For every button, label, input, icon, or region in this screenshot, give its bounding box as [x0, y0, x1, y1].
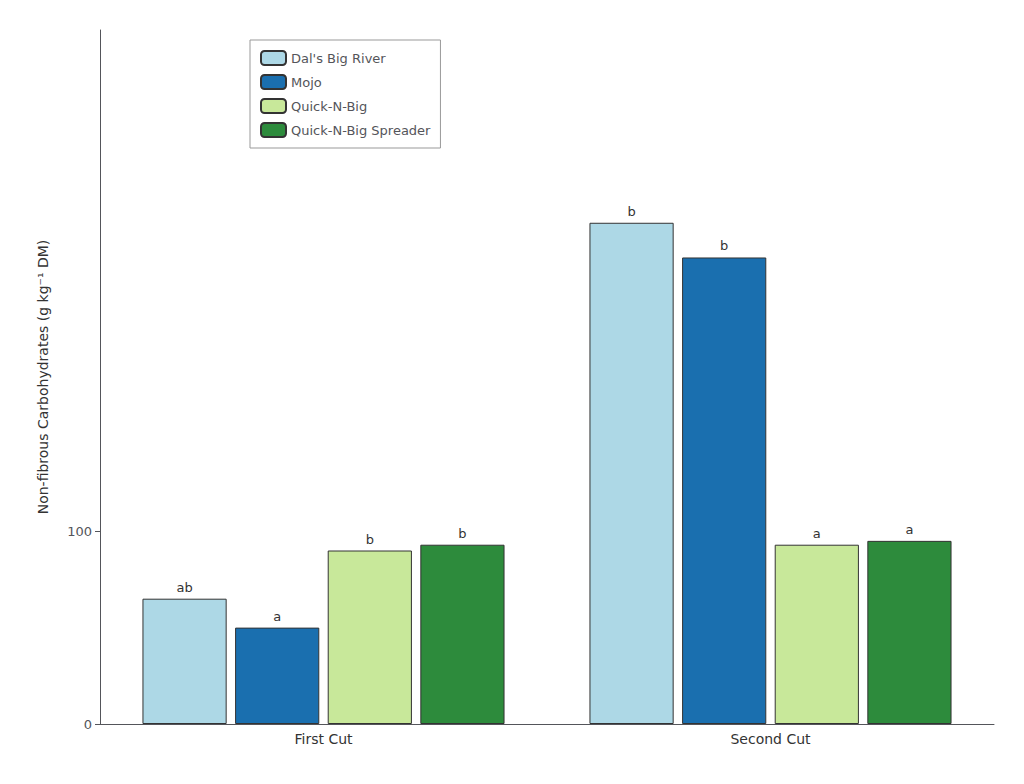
svg-text:b: b [366, 532, 374, 547]
svg-text:100: 100 [67, 524, 92, 539]
svg-text:Quick-N-Big: Quick-N-Big [291, 99, 367, 114]
svg-text:a: a [905, 522, 913, 537]
svg-text:ab: ab [176, 580, 192, 595]
svg-text:Mojo: Mojo [291, 75, 322, 90]
svg-text:0: 0 [84, 717, 92, 732]
svg-text:Quick-N-Big Spreader: Quick-N-Big Spreader [291, 123, 431, 138]
svg-text:a: a [273, 609, 281, 624]
svg-text:b: b [627, 204, 635, 219]
svg-text:First Cut: First Cut [294, 731, 353, 747]
svg-text:b: b [720, 238, 728, 253]
svg-text:b: b [458, 526, 466, 541]
svg-text:Non-fibrous Carbohydrates (g k: Non-fibrous Carbohydrates (g kg⁻¹ DM) [35, 240, 51, 515]
svg-text:Second Cut: Second Cut [730, 731, 811, 747]
svg-text:a: a [813, 526, 821, 541]
svg-text:Dal's Big River: Dal's Big River [291, 51, 386, 66]
